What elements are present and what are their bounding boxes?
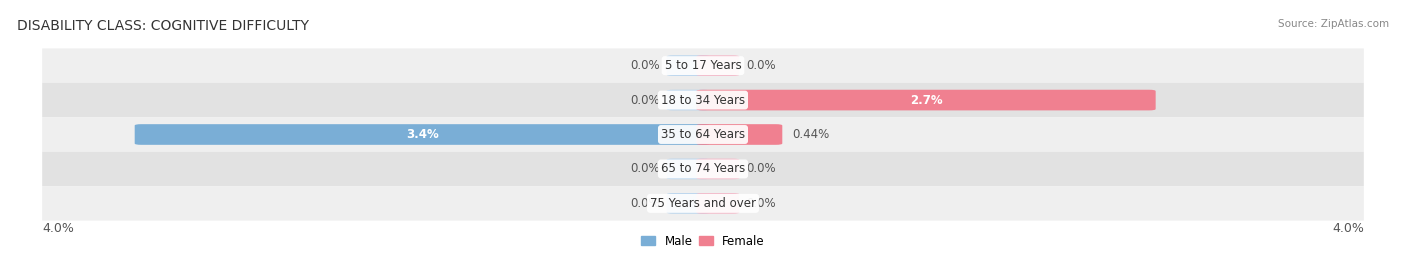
FancyBboxPatch shape [42,186,1364,221]
FancyBboxPatch shape [42,48,1364,83]
FancyBboxPatch shape [42,83,1364,117]
Text: 65 to 74 Years: 65 to 74 Years [661,162,745,175]
FancyBboxPatch shape [666,159,710,179]
Text: 0.0%: 0.0% [747,197,776,210]
Text: 4.0%: 4.0% [42,222,75,235]
Text: 0.44%: 0.44% [792,128,830,141]
Text: 0.0%: 0.0% [747,59,776,72]
FancyBboxPatch shape [696,90,1156,110]
Text: 4.0%: 4.0% [1331,222,1364,235]
FancyBboxPatch shape [42,152,1364,186]
FancyBboxPatch shape [666,55,710,76]
FancyBboxPatch shape [135,124,710,145]
Text: 3.4%: 3.4% [406,128,439,141]
FancyBboxPatch shape [696,193,740,214]
Text: 5 to 17 Years: 5 to 17 Years [665,59,741,72]
FancyBboxPatch shape [696,159,740,179]
Text: 0.0%: 0.0% [630,94,659,107]
FancyBboxPatch shape [666,90,710,110]
Text: Source: ZipAtlas.com: Source: ZipAtlas.com [1278,19,1389,29]
FancyBboxPatch shape [696,124,782,145]
Text: 75 Years and over: 75 Years and over [650,197,756,210]
FancyBboxPatch shape [42,117,1364,152]
Text: 2.7%: 2.7% [910,94,942,107]
Text: 0.0%: 0.0% [630,59,659,72]
Text: 0.0%: 0.0% [630,197,659,210]
FancyBboxPatch shape [666,193,710,214]
Text: 0.0%: 0.0% [747,162,776,175]
Text: 35 to 64 Years: 35 to 64 Years [661,128,745,141]
Legend: Male, Female: Male, Female [637,230,769,253]
Text: DISABILITY CLASS: COGNITIVE DIFFICULTY: DISABILITY CLASS: COGNITIVE DIFFICULTY [17,19,309,33]
FancyBboxPatch shape [696,55,740,76]
Text: 18 to 34 Years: 18 to 34 Years [661,94,745,107]
Text: 0.0%: 0.0% [630,162,659,175]
